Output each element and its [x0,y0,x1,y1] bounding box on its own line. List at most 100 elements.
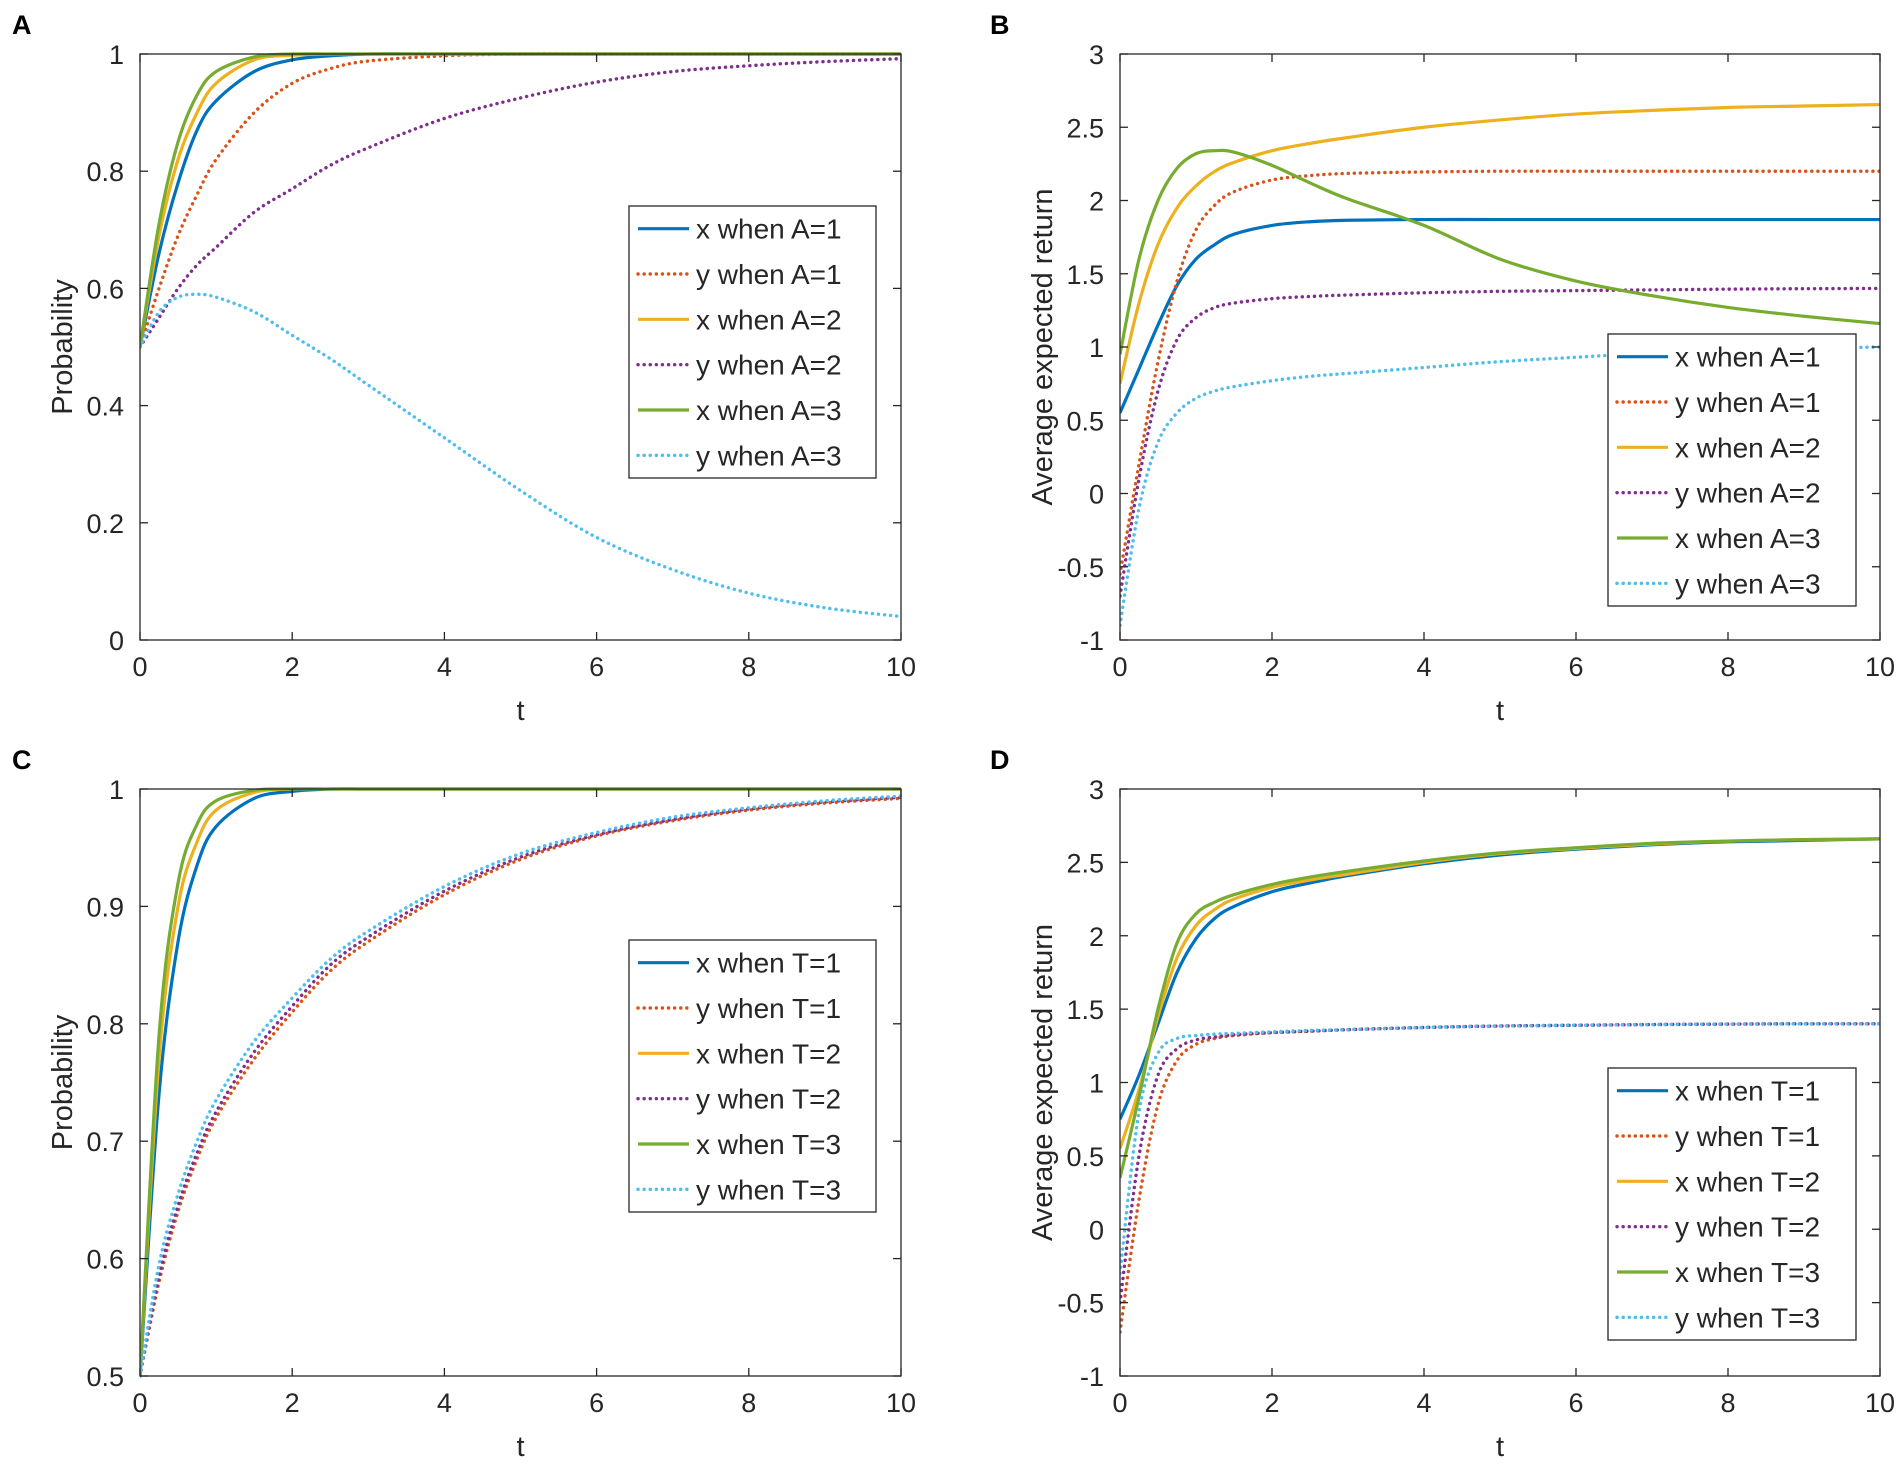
y-tick-label: 2 [1089,922,1104,952]
y-tick-label: 0.5 [86,1362,124,1392]
legend-label: y when T=2 [696,1084,841,1115]
x-tick-label: 2 [1264,652,1279,682]
y-tick-label: 0.6 [86,1245,124,1275]
series-line-4 [1120,286,1880,598]
y-tick-label: -1 [1080,626,1104,656]
y-tick-label: 1.5 [1066,260,1104,290]
x-tick-label: 4 [437,1388,452,1418]
series-line-3 [1120,102,1880,384]
x-tick-label: 6 [1568,652,1583,682]
legend-label: x when A=2 [696,304,842,335]
y-tick-label: 1 [109,40,124,70]
y-tick-label: 0.4 [86,392,124,422]
legend-label: x when A=3 [1675,523,1821,554]
panel-d: D 0 2 4 6 8 10 -1 -0.5 0 0.5 1 1.5 2 2.5 3 t Average expe… [990,745,1895,1463]
series-line-4 [140,56,901,349]
legend-label: x when T=3 [696,1129,841,1160]
x-tick-label: 6 [589,652,604,682]
legend: x when T=1 y when T=1 x when T=2 y when T=2… [1607,1067,1857,1341]
y-tick-label: 1 [109,775,124,805]
legend-label: y when T=1 [696,993,841,1024]
panel-letter: B [990,10,1010,40]
y-axis-label: Probability [47,279,79,415]
series-line-6 [1120,345,1880,628]
x-tick-label: 8 [1720,652,1735,682]
y-tick-label: 0.2 [86,509,124,539]
legend-box [1607,333,1857,607]
x-tick-label: 10 [886,1388,916,1418]
legend-label: x when T=2 [1675,1166,1820,1197]
panel-letter: A [12,10,32,40]
legend-label: y when A=2 [696,350,842,381]
x-tick-label: 4 [1416,652,1431,682]
legend-box [1607,1067,1857,1341]
series-lines [1120,102,1880,628]
y-tick-label: 0.7 [86,1127,124,1157]
legend-box [628,939,877,1213]
legend-label: y when T=1 [1675,1121,1820,1152]
y-tick-label: 0.8 [86,157,124,187]
series-line-5 [1120,837,1880,1179]
y-tick-label: 0.6 [86,274,124,304]
legend-label: y when A=1 [696,259,842,290]
y-tick-label: 2.5 [1066,848,1104,878]
y-tick-label: 3 [1089,40,1104,70]
legend-label: x when T=1 [1675,1076,1820,1107]
y-tick-label: -0.5 [1057,1289,1104,1319]
panel-b: B 0 2 4 6 8 10 -1 -0.5 0 0.5 1 1.5 2 2.5 3 t Average expe… [990,10,1895,727]
x-tick-label: 10 [886,652,916,682]
x-axis-label: t [1496,1431,1504,1463]
y-tick-label: -1 [1080,1362,1104,1392]
legend-label: y when T=2 [1675,1212,1820,1243]
y-tick-label: 0.5 [1066,406,1104,436]
x-tick-label: 4 [437,652,452,682]
x-tick-label: 10 [1865,652,1895,682]
series-line-6 [140,292,901,619]
x-axis-label: t [516,695,524,727]
y-tick-label: 0.8 [86,1010,124,1040]
y-tick-label: 1 [1089,333,1104,363]
legend: x when A=1 y when A=1 x when A=2 y when A=2… [1607,333,1857,607]
legend: x when T=1 y when T=1 x when T=2 y when T=2… [628,939,877,1213]
y-tick-label: 0 [1089,1215,1104,1245]
series-line-2 [140,796,901,1378]
legend-label: x when A=1 [1675,342,1821,373]
legend-label: y when T=3 [696,1174,841,1205]
legend-label: x when T=1 [696,948,841,979]
legend-label: x when A=1 [696,214,842,245]
y-axis-label: Average expected return [1027,188,1059,505]
y-tick-label: 0 [1089,480,1104,510]
y-tick-label: 2 [1089,187,1104,217]
series-line-4 [140,795,901,1378]
x-tick-label: 6 [1568,1388,1583,1418]
legend-label: x when A=2 [1675,432,1821,463]
y-tick-label: -0.5 [1057,553,1104,583]
x-tick-label: 2 [285,1388,300,1418]
x-tick-label: 0 [1112,652,1127,682]
panel-letter: D [990,745,1010,775]
x-tick-label: 8 [741,652,756,682]
x-tick-label: 8 [741,1388,756,1418]
legend: x when A=1 y when A=1 x when A=2 y when A=2… [628,205,877,479]
series-line-1 [1120,217,1880,414]
legend-label: y when A=2 [1675,478,1821,509]
legend-label: x when A=3 [696,395,842,426]
series-lines [1120,837,1880,1334]
y-tick-label: 2.5 [1066,113,1104,143]
legend-label: y when A=3 [1675,568,1821,599]
series-line-6 [140,794,901,1378]
legend-label: x when T=2 [696,1038,841,1069]
panel-c: C 0 2 4 6 8 10 0.5 0.6 0.7 0.8 0.9 1 t Probability x wh… [12,745,916,1463]
x-tick-label: 2 [285,652,300,682]
x-tick-label: 2 [1264,1388,1279,1418]
panel-letter: C [12,745,32,775]
x-tick-label: 4 [1416,1388,1431,1418]
x-axis-label: t [1496,695,1504,727]
y-tick-label: 0.9 [86,892,124,922]
legend-label: y when T=3 [1675,1302,1820,1333]
x-axis-label: t [516,1431,524,1463]
y-tick-label: 0.5 [1066,1142,1104,1172]
x-tick-label: 0 [1112,1388,1127,1418]
x-tick-label: 0 [132,652,147,682]
